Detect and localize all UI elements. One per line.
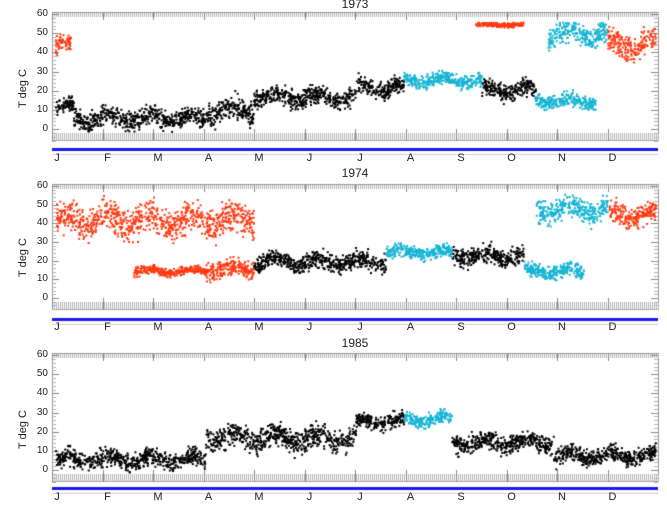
- month-label: O: [507, 152, 516, 164]
- month-label: M: [153, 321, 163, 333]
- month-label: J: [306, 152, 313, 164]
- month-label: A: [204, 152, 213, 164]
- month-label: O: [507, 321, 516, 333]
- y-tick-label: 30: [36, 235, 48, 247]
- y-tick-label: 10: [36, 272, 48, 284]
- y-tick-label: 60: [36, 7, 48, 19]
- month-label: D: [608, 152, 617, 164]
- month-label: A: [204, 491, 213, 503]
- month-label: J: [357, 321, 363, 333]
- month-label: J: [357, 491, 363, 503]
- y-tick-label: 40: [36, 386, 48, 398]
- y-tick-label: 10: [36, 444, 48, 456]
- y-tick-label: 60: [36, 348, 48, 360]
- month-label: D: [608, 321, 617, 333]
- y-tick-label: 20: [36, 254, 48, 266]
- month-label: M: [153, 491, 163, 503]
- y-tick-label: 20: [36, 425, 48, 437]
- y-tick-label: 30: [36, 65, 48, 77]
- month-label: J: [306, 321, 313, 333]
- month-label: A: [406, 491, 415, 503]
- panel-title-1973: 1973: [341, 0, 369, 11]
- y-tick-label: 40: [36, 216, 48, 228]
- month-label: F: [104, 152, 111, 164]
- y-tick-label: 30: [36, 406, 48, 418]
- y-tick-label: 50: [36, 198, 48, 210]
- y-tick-label: 40: [36, 45, 48, 57]
- month-label: F: [104, 321, 111, 333]
- y-tick-label: 20: [36, 84, 48, 96]
- y-tick-label: 0: [42, 463, 48, 475]
- y-tick-label: 0: [42, 122, 48, 134]
- month-label: M: [254, 152, 264, 164]
- month-label: J: [54, 152, 60, 164]
- month-label: S: [457, 321, 465, 333]
- month-label: O: [507, 491, 516, 503]
- month-label: D: [608, 491, 617, 503]
- month-label: S: [457, 491, 465, 503]
- month-label: J: [54, 491, 60, 503]
- month-label: N: [558, 321, 566, 333]
- panel-title-1974: 1974: [341, 166, 369, 180]
- y-tick-label: 0: [42, 291, 48, 303]
- month-label: S: [457, 152, 465, 164]
- month-label: J: [54, 321, 60, 333]
- y-tick-label: 60: [36, 179, 48, 191]
- y-tick-label: 10: [36, 103, 48, 115]
- month-label: M: [254, 491, 264, 503]
- month-label: J: [306, 491, 313, 503]
- month-label: N: [558, 491, 566, 503]
- month-label: M: [254, 321, 264, 333]
- month-label: M: [153, 152, 163, 164]
- y-tick-label: 50: [36, 26, 48, 38]
- y-tick-label: 50: [36, 367, 48, 379]
- month-label: F: [104, 491, 111, 503]
- month-label: A: [406, 321, 415, 333]
- month-label: J: [357, 152, 363, 164]
- month-label: N: [558, 152, 566, 164]
- panel-title-1985: 1985: [341, 336, 369, 350]
- month-label: A: [204, 321, 213, 333]
- month-label: A: [406, 152, 415, 164]
